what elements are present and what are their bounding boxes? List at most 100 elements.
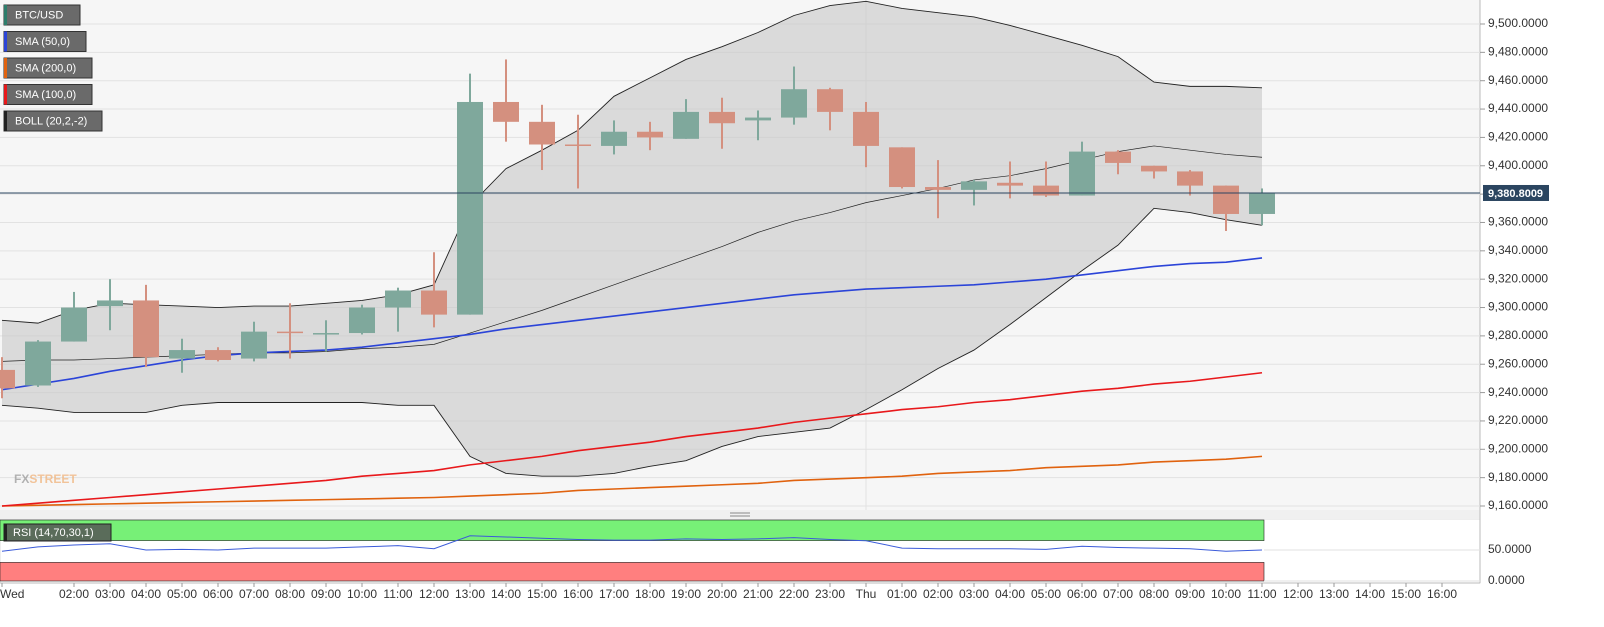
y-tick-label: 9,200.0000 — [1488, 441, 1548, 455]
candle-body[interactable] — [97, 300, 123, 307]
candle-body[interactable] — [745, 117, 771, 121]
rsi-line — [1, 535, 1263, 552]
x-tick-label: Wed — [0, 587, 24, 601]
panel-divider[interactable] — [0, 510, 1480, 519]
legend-label[interactable]: BOLL (20,2,-2) — [15, 115, 87, 127]
y-tick-label: 9,300.0000 — [1488, 300, 1548, 314]
candle-body[interactable] — [277, 331, 303, 334]
x-tick-label: 11:00 — [1247, 587, 1276, 601]
legend-label[interactable]: SMA (50,0) — [15, 36, 70, 48]
x-tick-label: 11:00 — [383, 587, 412, 601]
y-tick-label: 9,420.0000 — [1488, 130, 1548, 144]
x-tick-label: 19:00 — [671, 587, 701, 601]
x-tick-label: 05:00 — [1031, 587, 1061, 601]
y-tick-label: 9,360.0000 — [1488, 215, 1548, 229]
candle-body[interactable] — [601, 131, 627, 146]
candle-body[interactable] — [889, 147, 915, 188]
legend-label[interactable]: SMA (200,0) — [15, 62, 76, 74]
x-tick-label: Thu — [856, 587, 877, 601]
y-tick-label: 9,180.0000 — [1488, 470, 1548, 484]
x-tick-label: 18:00 — [635, 587, 665, 601]
x-tick-label: 04:00 — [995, 587, 1025, 601]
candle-body[interactable] — [169, 350, 195, 359]
sma-line — [1, 371, 1263, 507]
x-tick-label: 14:00 — [1355, 587, 1385, 601]
y-tick-label: 9,440.0000 — [1488, 101, 1548, 115]
x-tick-label: 13:00 — [1319, 587, 1349, 601]
x-tick-label: 03:00 — [95, 587, 125, 601]
legend: BTC/USD SMA (50,0) SMA (200,0) SMA (100,0) B… — [3, 4, 103, 132]
x-tick-label: 16:00 — [1427, 587, 1457, 601]
candle-body[interactable] — [349, 307, 375, 334]
y-tick-label: 9,480.0000 — [1488, 45, 1548, 59]
candle-body[interactable] — [313, 333, 339, 335]
candle-body[interactable] — [997, 182, 1023, 186]
x-tick-label: 08:00 — [275, 587, 305, 601]
candle-body[interactable] — [817, 89, 843, 112]
y-tick-label: 9,220.0000 — [1488, 413, 1548, 427]
candle-body[interactable] — [1177, 171, 1203, 186]
bollinger-band-fill — [2, 1, 1262, 477]
legend-swatch — [4, 84, 7, 105]
candle-body[interactable] — [493, 101, 519, 122]
candle-body[interactable] — [1141, 165, 1167, 172]
x-tick-label: 20:00 — [707, 587, 737, 601]
rsi-overbought-band — [0, 519, 1265, 541]
candle-body[interactable] — [385, 290, 411, 308]
y-tick-label: 9,460.0000 — [1488, 73, 1548, 87]
y-tick-label: 9,320.0000 — [1488, 271, 1548, 285]
rsi-tick-label: 0.0000 — [1488, 573, 1525, 587]
legend-label[interactable]: SMA (100,0) — [15, 89, 76, 101]
candle-body[interactable] — [421, 290, 447, 315]
x-tick-label: 21:00 — [743, 587, 773, 601]
candle-body[interactable] — [961, 181, 987, 190]
candle-body[interactable] — [1249, 192, 1275, 214]
watermark-part: STREET — [29, 472, 77, 486]
candle-body[interactable] — [1213, 185, 1239, 214]
candle-body[interactable] — [529, 121, 555, 145]
x-tick-label: 17:00 — [599, 587, 629, 601]
candle-body[interactable] — [241, 331, 267, 359]
x-tick-label: 02:00 — [923, 587, 953, 601]
candle-body[interactable] — [709, 111, 735, 124]
candle-body[interactable] — [925, 187, 951, 190]
candle-body[interactable] — [781, 89, 807, 118]
x-tick-label: 08:00 — [1139, 587, 1169, 601]
x-tick-label: 06:00 — [203, 587, 233, 601]
rsi-plot — [0, 519, 1480, 582]
x-tick-label: 13:00 — [455, 587, 485, 601]
candle-body[interactable] — [1033, 185, 1059, 196]
x-tick-label: 04:00 — [131, 587, 161, 601]
candle-body[interactable] — [205, 350, 231, 360]
legend-swatch — [4, 58, 7, 78]
legend-label[interactable]: BTC/USD — [15, 9, 63, 21]
x-tick-label: 09:00 — [311, 587, 341, 601]
candle-body[interactable] — [637, 131, 663, 138]
candle-body[interactable] — [0, 369, 15, 389]
y-tick-label: 9,500.0000 — [1488, 16, 1548, 30]
sma-line — [1, 455, 1263, 507]
y-tick-label: 9,260.0000 — [1488, 356, 1548, 370]
x-tick-label: 06:00 — [1067, 587, 1097, 601]
candle-body[interactable] — [853, 111, 879, 146]
watermark: FXSTREET — [14, 472, 77, 486]
candle-body[interactable] — [565, 144, 591, 147]
candle-body[interactable] — [457, 101, 483, 315]
candle-body[interactable] — [1069, 151, 1095, 196]
y-tick-label: 9,340.0000 — [1488, 243, 1548, 257]
x-tick-label: 12:00 — [419, 587, 449, 601]
candle-body[interactable] — [673, 111, 699, 139]
candle-body[interactable] — [25, 341, 51, 386]
x-tick-label: 01:00 — [887, 587, 917, 601]
x-tick-label: 07:00 — [1103, 587, 1133, 601]
bollinger-lower — [1, 207, 1263, 477]
candle-body[interactable] — [133, 300, 159, 358]
candle-body[interactable] — [1105, 151, 1131, 163]
candle-body[interactable] — [61, 307, 87, 342]
x-tick-label: 03:00 — [959, 587, 989, 601]
rsi-label[interactable]: RSI (14,70,30,1) — [13, 527, 94, 539]
y-tick-label: 9,160.0000 — [1488, 498, 1548, 512]
legend-swatch — [4, 31, 7, 52]
